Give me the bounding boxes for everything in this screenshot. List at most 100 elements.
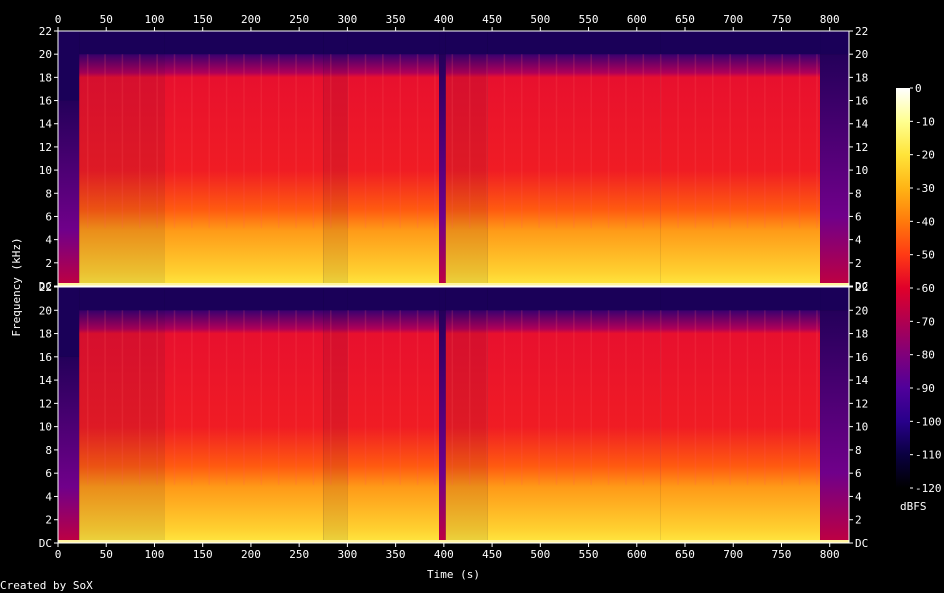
colorbar-rect [896,88,910,488]
x-tick-label: 650 [675,13,695,26]
panel-frame [57,286,850,544]
channel-panels [57,30,850,544]
texture-stripe [191,310,193,485]
texture-stripe [677,310,679,485]
texture-stripe [764,310,766,485]
x-tick-label: 450 [482,548,502,561]
texture-stripe [573,310,575,485]
spectrogram-segment [660,54,821,286]
y-tick-label: 4 [855,490,862,503]
texture-stripe [555,310,558,485]
x-tick-label: 500 [530,13,550,26]
colorbar-tick-label: -50 [915,249,935,262]
texture-stripe [382,54,384,229]
y-tick-label: 18 [855,71,868,84]
texture-stripe [399,310,401,485]
y-tick-label: 12 [39,397,52,410]
colorbar-tick-label: -40 [915,215,935,228]
texture-stripe [243,310,245,485]
texture-stripe [729,310,731,485]
x-tick-label: 250 [289,548,309,561]
x-tick-label: 550 [579,13,599,26]
y-tick-label: 18 [39,328,52,341]
x-tick-label: 250 [289,13,309,26]
texture-stripe [225,54,228,229]
texture-stripe [208,54,210,229]
x-tick-label: 150 [193,13,213,26]
y-tick-label: 8 [855,444,862,457]
y-tick-label: 18 [39,71,52,84]
texture-stripe [191,54,193,229]
x-tick-label: 800 [820,548,840,561]
spectrogram-segment [660,310,821,543]
y-tick-label: 4 [45,234,52,247]
spectrogram-segment [820,310,849,543]
y-tick-label: 22 [39,25,52,38]
texture-stripe [173,54,176,229]
colorbar-label: dBFS [900,500,927,513]
y-tick-label: 4 [855,234,862,247]
texture-stripe [642,310,645,485]
spectrogram-top-noise [439,31,446,55]
spectrogram-segment [58,356,80,543]
x-axis-label: Time (s) [427,568,480,581]
texture-stripe [260,54,263,229]
texture-stripe [173,310,176,485]
colorbar-tick-label: -10 [915,115,935,128]
x-tick-label: 300 [337,13,357,26]
spectrogram-segment [79,310,165,543]
y-tick-label: DC [855,537,868,550]
spectrogram-top-noise [820,287,849,311]
texture-stripe [694,54,697,229]
texture-stripe [659,310,662,485]
y-tick-label: 8 [855,187,862,200]
spectrogram-top-noise [58,31,80,101]
colorbar-tick-label: -90 [915,382,935,395]
spectrogram-segment [487,310,661,543]
x-tick-label: 300 [337,548,357,561]
spectrogram-segment [164,54,324,286]
x-tick-label: 700 [723,13,743,26]
spectrogram-top-noise [58,287,80,357]
texture-stripe [642,54,645,229]
spectrogram-top-noise [347,31,440,55]
y-tick-label: 10 [39,164,52,177]
y-tick-label: 12 [855,141,868,154]
y-tick-label: 2 [855,257,862,270]
colorbar-tick-label: -20 [915,149,935,162]
texture-stripe [798,310,801,485]
y-tick-label: 14 [855,374,869,387]
texture-stripe [434,54,436,229]
texture-stripe [330,54,332,229]
y-tick-label: 16 [855,351,868,364]
texture-stripe [746,310,749,485]
y-tick-label: 14 [39,374,53,387]
spectrogram-top-noise [445,31,488,55]
spectrogram-segment [323,54,348,286]
texture-stripe [503,54,506,229]
x-tick-label: 550 [579,548,599,561]
spectrogram-segment [445,310,488,543]
texture-stripe [538,54,540,229]
texture-stripe [451,310,454,485]
y-tick-label: 12 [855,397,868,410]
texture-stripe [798,54,801,229]
x-tick-label: 0 [55,548,62,561]
spectrogram-segment [347,54,440,286]
texture-stripe [607,54,610,229]
x-tick-label: 0 [55,13,62,26]
colorbar-tick-label: -60 [915,282,935,295]
texture-stripe [364,310,367,485]
y-tick-label: 20 [39,304,52,317]
y-tick-label: 2 [45,514,52,527]
texture-stripe [468,54,471,229]
x-tick-label: 400 [434,13,454,26]
spectrogram-top-noise [323,287,348,311]
spectrogram-segment [347,310,440,543]
texture-stripe [521,54,523,229]
texture-stripe [555,54,558,229]
texture-stripe [781,54,783,229]
colorbar-tick-label: -120 [915,482,942,495]
texture-stripe [139,54,141,229]
